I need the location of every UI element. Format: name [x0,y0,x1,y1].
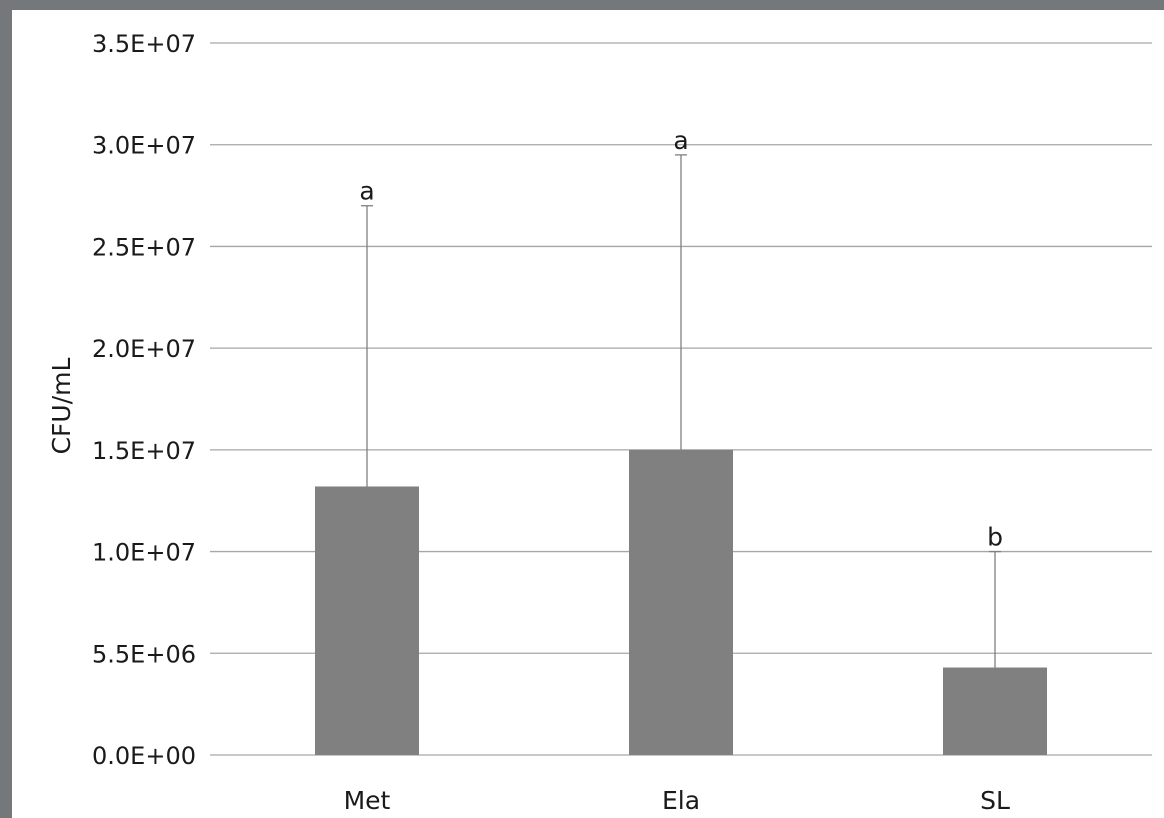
y-tick-label: 3.5E+07 [92,30,196,58]
significance-annotations: a a b [359,126,1003,552]
x-axis-categories: Met Ela SL [344,786,1010,815]
y-tick-label: 3.0E+07 [92,132,196,160]
bar [315,486,419,755]
bar-chart: 0.0E+00 5.5E+06 1.0E+07 1.5E+07 2.0E+07 2.5E+… [47,30,1152,815]
y-tick-label: 2.0E+07 [92,335,196,363]
significance-letter: a [359,177,374,206]
significance-letter: b [987,523,1003,552]
bar [943,667,1047,755]
y-axis-label: CFU/mL [47,358,76,455]
y-tick-label: 2.5E+07 [92,233,196,261]
significance-letter: a [673,126,688,155]
x-category-label: SL [980,786,1010,815]
x-category-label: Met [344,786,391,815]
y-axis-ticks: 0.0E+00 5.5E+06 1.0E+07 1.5E+07 2.0E+07 2.5E+… [92,30,196,770]
chart-frame: 0.0E+00 5.5E+06 1.0E+07 1.5E+07 2.0E+07 2.5E+… [12,10,1164,818]
x-category-label: Ela [662,786,700,815]
y-tick-label: 0.0E+00 [92,742,196,770]
y-tick-label: 1.0E+07 [92,539,196,567]
error-bars [361,154,1001,668]
y-tick-label: 1.5E+07 [92,437,196,465]
bar [629,449,733,755]
bars [315,449,1047,755]
y-tick-label: 5.5E+06 [92,640,196,668]
